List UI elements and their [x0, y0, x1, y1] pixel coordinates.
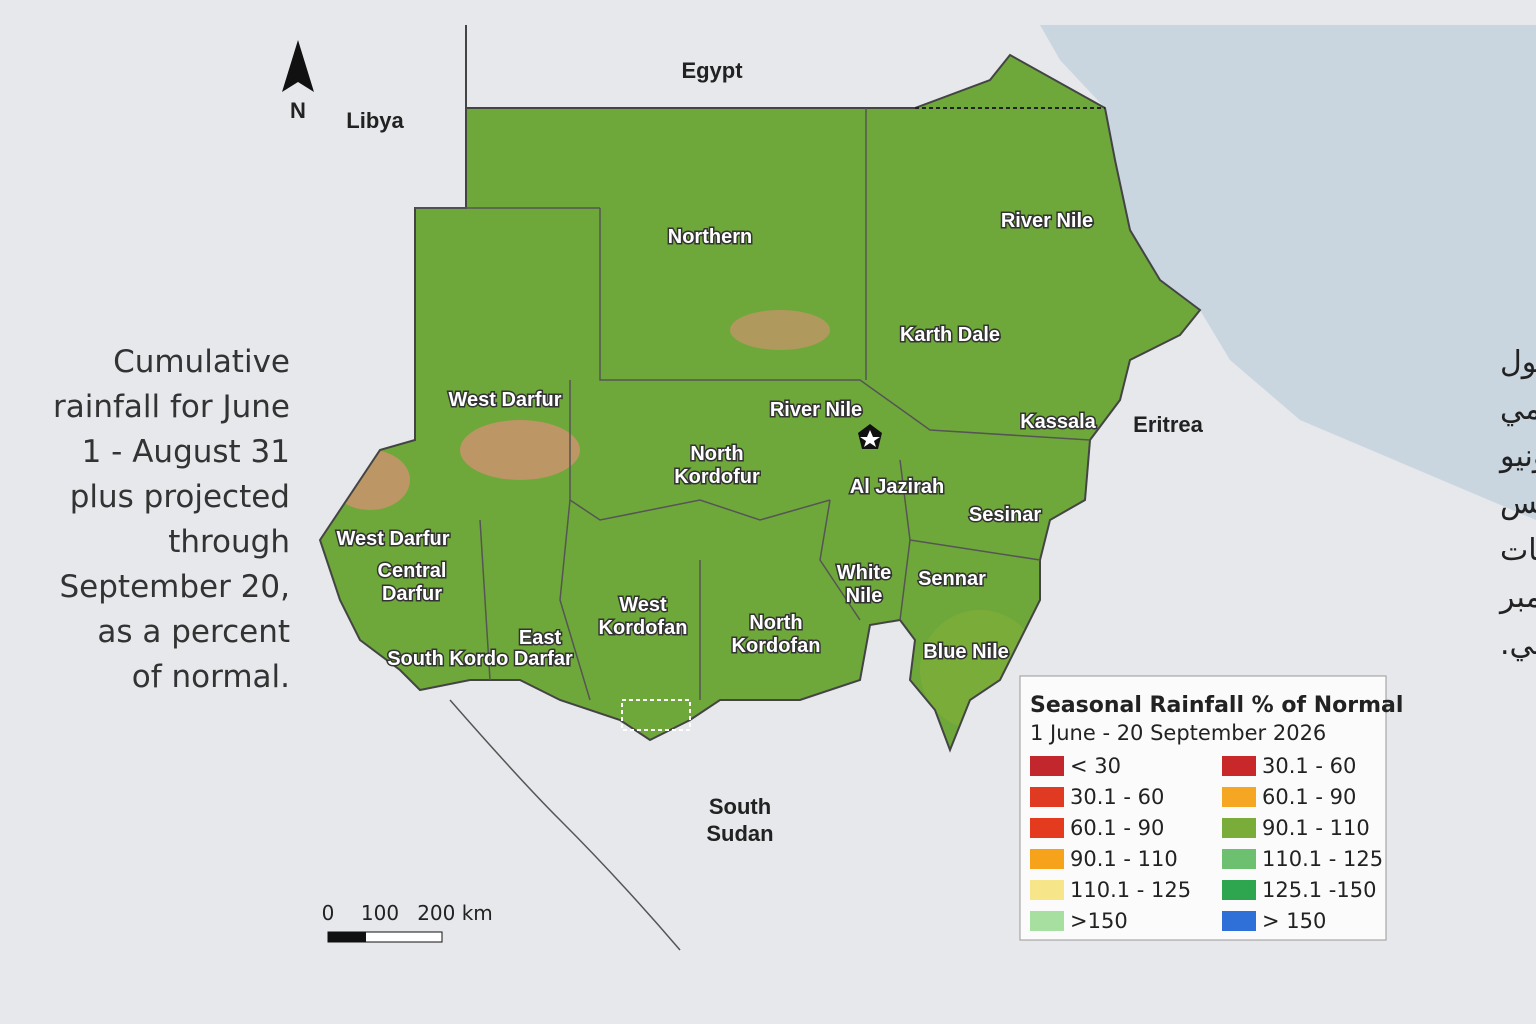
legend-label: 60.1 - 90: [1070, 816, 1164, 840]
region-label: Kordofan: [599, 617, 688, 639]
region-label: Al Jazirah: [850, 476, 944, 498]
region-label: Northern: [668, 226, 752, 248]
region-label: Darfur: [382, 583, 442, 605]
country-label: Sudan: [706, 821, 773, 846]
scale-label: 0: [322, 901, 335, 925]
region-label: Karth Dale: [900, 324, 1000, 346]
legend-label: 90.1 - 110: [1070, 847, 1178, 871]
region-label: Kassala: [1020, 411, 1096, 433]
country-label: Libya: [346, 108, 404, 133]
description-line: rainfall for June: [53, 389, 290, 425]
legend-swatch: [1222, 911, 1256, 931]
region-label: Sesinar: [969, 504, 1041, 526]
region-borders: [415, 108, 1091, 701]
region-label: Blue Nile: [923, 641, 1009, 663]
legend-swatch: [1222, 880, 1256, 900]
country-label: Eritrea: [1133, 412, 1203, 437]
legend-swatch: [1030, 756, 1064, 776]
red-sea: [1040, 25, 1536, 520]
description-line: Cumulative: [113, 344, 290, 380]
region-label: West: [619, 594, 667, 616]
north-arrow: [282, 40, 314, 92]
north-label: N: [290, 98, 306, 123]
legend-label: 60.1 - 90: [1262, 785, 1356, 809]
legend-swatch: [1030, 849, 1064, 869]
region-label: Nile: [846, 585, 883, 607]
description-line: of normal.: [132, 659, 290, 695]
scale-bar-segment: [328, 932, 366, 942]
region-label: White: [837, 562, 891, 584]
legend-label: < 30: [1070, 754, 1121, 778]
description-line: through: [168, 524, 290, 560]
legend-swatch: [1222, 787, 1256, 807]
region-label: Kordofur: [674, 466, 760, 488]
region-label: River Nile: [770, 399, 862, 421]
scale-label: 100: [361, 901, 399, 925]
description-line: as a percent: [97, 614, 290, 650]
region-label: Kordofan: [732, 635, 821, 657]
legend-subtitle: 1 June - 20 September 2026: [1030, 721, 1326, 745]
border-south: [449, 699, 681, 951]
region-label: East: [519, 627, 562, 649]
country-label: South: [709, 794, 771, 819]
legend-swatch: [1030, 911, 1064, 931]
description-line: plus projected: [70, 479, 290, 515]
region-label: South Kordo Darfar: [387, 648, 573, 670]
legend-title: Seasonal Rainfall % of Normal: [1030, 693, 1403, 718]
region-label: West Darfur: [337, 528, 450, 550]
region-label: North: [749, 612, 802, 634]
description-arabic-line: للفترة من 1 يونيو: [1498, 439, 1536, 474]
description-arabic-line: المعدل الموسمي.: [1500, 627, 1536, 662]
region-label: Sennar: [918, 568, 986, 590]
description-arabic-line: حتى 20 سبتمبر: [1498, 580, 1536, 615]
capital-star-inner: [860, 430, 880, 447]
region-label: River Nile: [1001, 210, 1093, 232]
legend-swatch: [1030, 787, 1064, 807]
legend-label: 125.1 -150: [1262, 878, 1376, 902]
legend-label: > 150: [1262, 909, 1326, 933]
description-line: September 20,: [59, 569, 290, 605]
description-arabic-line: إجمالي هطول: [1500, 345, 1536, 380]
legend-label: 90.1 - 110: [1262, 816, 1370, 840]
region-label: West Darfur: [449, 389, 562, 411]
legend-swatch: [1222, 849, 1256, 869]
description-arabic-line: مضافاً إليه التوقعات: [1500, 528, 1536, 568]
legend-swatch: [1030, 880, 1064, 900]
country-label: Egypt: [681, 58, 743, 83]
legend-box: [1019, 675, 1387, 941]
legend-label: 30.1 - 60: [1262, 754, 1356, 778]
description-arabic-line: من 51 أغسطس: [1500, 482, 1536, 521]
region-label: Central: [378, 560, 447, 582]
legend-label: 110.1 - 125: [1070, 878, 1191, 902]
legend-label: >150: [1070, 909, 1128, 933]
description-line: 1 - August 31: [82, 434, 290, 470]
legend-swatch: [1222, 818, 1256, 838]
legend-label: 110.1 - 125: [1262, 847, 1383, 871]
region-label: North: [690, 443, 743, 465]
legend-label: 30.1 - 60: [1070, 785, 1164, 809]
legend-swatch: [1030, 818, 1064, 838]
scale-label: 200 km: [417, 901, 493, 925]
description-arabic-line: المطر التراكمي: [1500, 392, 1536, 427]
legend-swatch: [1222, 756, 1256, 776]
